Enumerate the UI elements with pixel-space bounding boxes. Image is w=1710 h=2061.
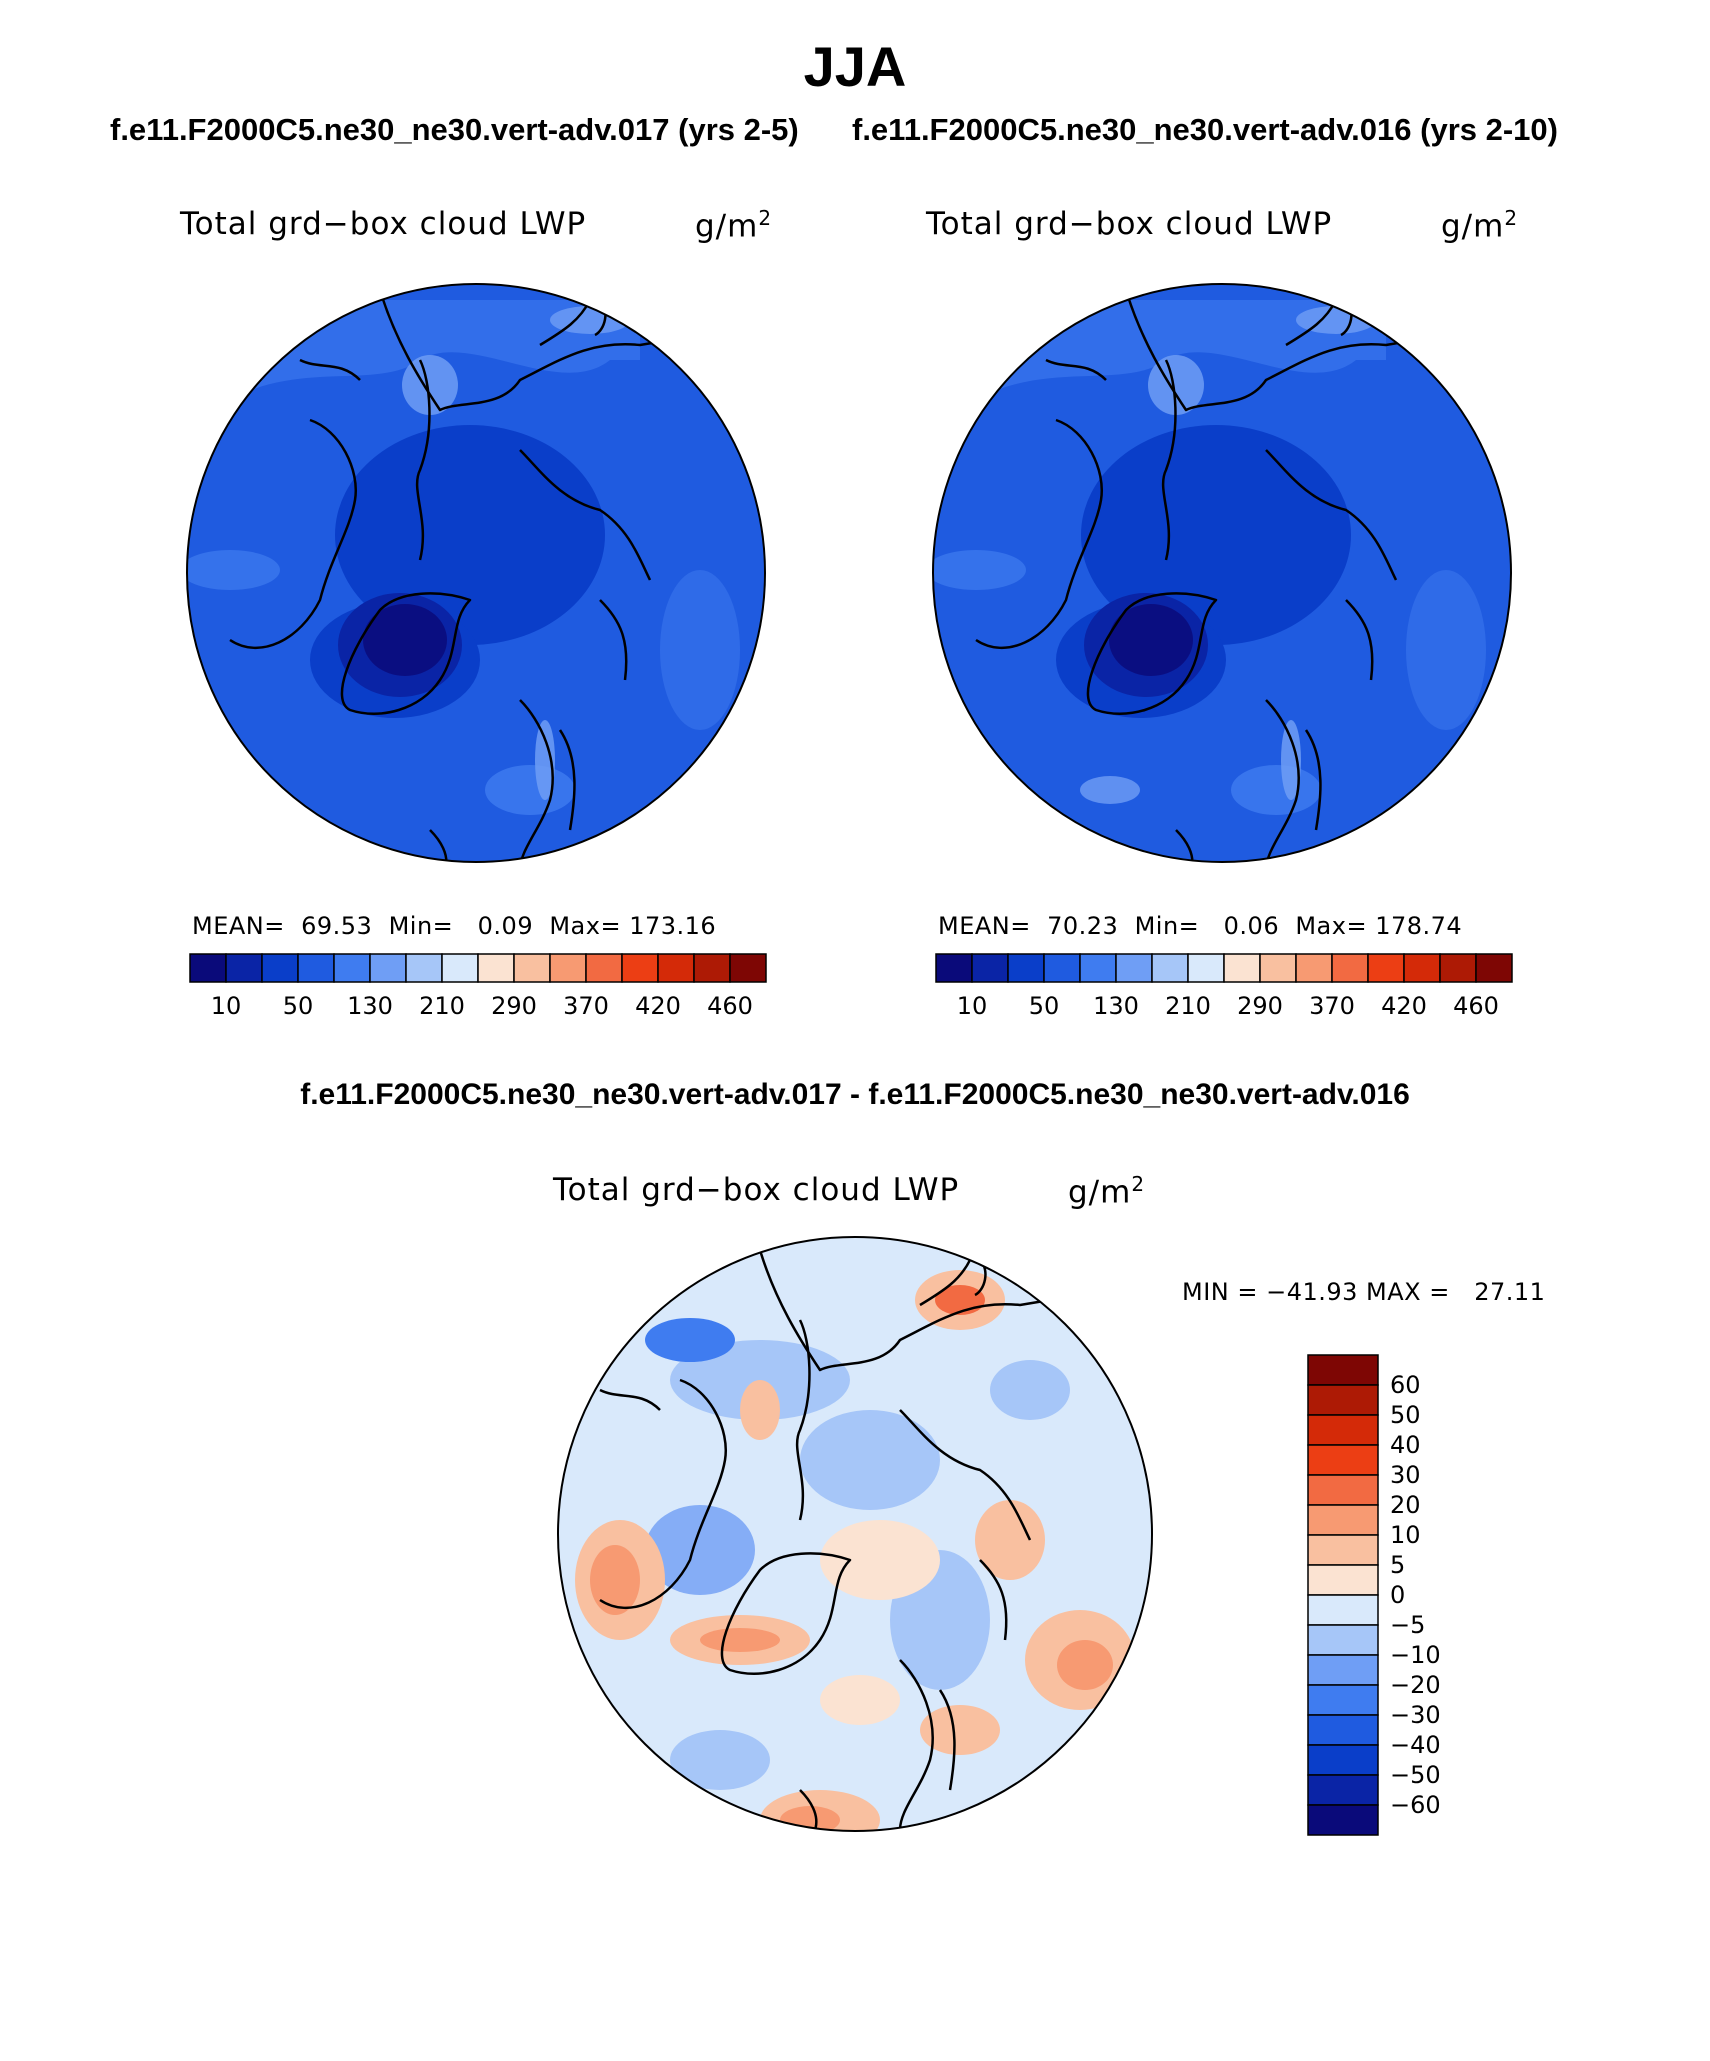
- colorbar-swatch: [971, 953, 1009, 983]
- colorbar-tick-label: 210: [1165, 992, 1211, 1020]
- colorbar-tick-label: 20: [1390, 1491, 1421, 1519]
- colorbar-swatch: [477, 953, 515, 983]
- colorbar-panel-b: [935, 953, 1513, 983]
- colorbar-panel-a: [189, 953, 767, 983]
- colorbar-tick-label: −5: [1390, 1611, 1426, 1639]
- colorbar-swatch: [225, 953, 263, 983]
- colorbar-swatch: [1307, 1474, 1379, 1506]
- colorbar-tick-label: 10: [956, 992, 988, 1020]
- colorbar-tick-label: 0: [1390, 1581, 1406, 1609]
- colorbar-swatch: [729, 953, 767, 983]
- colorbar-tick-label: 210: [419, 992, 465, 1020]
- panel-a-stats: MEAN= 69.53 Min= 0.09 Max= 173.16: [192, 912, 717, 940]
- colorbar-tick-label: −20: [1390, 1671, 1441, 1699]
- colorbar-swatch: [1295, 953, 1333, 983]
- colorbar-tick-label: 420: [1381, 992, 1427, 1020]
- colorbar-tick-label: 370: [563, 992, 609, 1020]
- colorbar-swatch: [333, 953, 371, 983]
- colorbar-tick-label: 30: [1390, 1461, 1421, 1489]
- colorbar-tick-label: 460: [1453, 992, 1499, 1020]
- colorbar-swatch: [513, 953, 551, 983]
- difference-title: f.e11.F2000C5.ne30_ne30.vert-adv.017 - f…: [300, 1078, 1410, 1111]
- panel-b-stats: MEAN= 70.23 Min= 0.06 Max= 178.74: [938, 912, 1463, 940]
- colorbar-tick-label: 130: [1093, 992, 1139, 1020]
- panel-diff-stats: MIN = −41.93 MAX = 27.11: [1182, 1278, 1546, 1306]
- colorbar-swatch: [1007, 953, 1045, 983]
- colorbar-swatch: [1439, 953, 1477, 983]
- colorbar-swatch: [1307, 1354, 1379, 1386]
- colorbar-tick-label: 10: [1390, 1521, 1421, 1549]
- colorbar-swatch: [1367, 953, 1405, 983]
- colorbar-swatch: [1259, 953, 1297, 983]
- colorbar-swatch: [369, 953, 407, 983]
- colorbar-swatch: [1475, 953, 1513, 983]
- panel-b-map: [933, 284, 1511, 862]
- colorbar-swatch: [189, 953, 227, 983]
- colorbar-swatch: [405, 953, 443, 983]
- colorbar-tick-label: 50: [282, 992, 314, 1020]
- colorbar-tick-label: 10: [210, 992, 242, 1020]
- colorbar-swatch: [441, 953, 479, 983]
- colorbar-swatch: [1307, 1564, 1379, 1596]
- panel-a-map: [187, 284, 765, 862]
- season-title: JJA: [803, 35, 907, 98]
- colorbar-swatch: [1223, 953, 1261, 983]
- colorbar-swatch: [1079, 953, 1117, 983]
- panel-diff-units: g/m2: [1068, 1172, 1146, 1211]
- panel-b-units: g/m2: [1441, 206, 1519, 245]
- colorbar-tick-label: −10: [1390, 1641, 1441, 1669]
- colorbar-swatch: [1307, 1714, 1379, 1746]
- colorbar-swatch: [1151, 953, 1189, 983]
- run-a-title: f.e11.F2000C5.ne30_ne30.vert-adv.017 (yr…: [110, 112, 799, 147]
- colorbar-swatch: [1307, 1534, 1379, 1566]
- colorbar-tick-label: 290: [491, 992, 537, 1020]
- colorbar-swatch: [1307, 1504, 1379, 1536]
- colorbar-tick-label: 40: [1390, 1431, 1421, 1459]
- colorbar-swatch: [1403, 953, 1441, 983]
- panel-a-units: g/m2: [695, 206, 773, 245]
- colorbar-swatch: [1307, 1804, 1379, 1836]
- colorbar-tick-label: 50: [1390, 1401, 1421, 1429]
- colorbar-tick-label: −40: [1390, 1731, 1441, 1759]
- panel-diff-title: Total grd−box cloud LWP: [553, 1172, 960, 1208]
- colorbar-tick-label: −60: [1390, 1791, 1441, 1819]
- colorbar-swatch: [1307, 1774, 1379, 1806]
- run-b-title: f.e11.F2000C5.ne30_ne30.vert-adv.016 (yr…: [852, 112, 1558, 147]
- colorbar-swatch: [1307, 1414, 1379, 1446]
- colorbar-swatch: [1307, 1384, 1379, 1416]
- colorbar-tick-label: 50: [1028, 992, 1060, 1020]
- colorbar-tick-label: −50: [1390, 1761, 1441, 1789]
- colorbar-swatch: [1307, 1444, 1379, 1476]
- colorbar-tick-label: −30: [1390, 1701, 1441, 1729]
- colorbar-tick-label: 460: [707, 992, 753, 1020]
- colorbar-swatch: [549, 953, 587, 983]
- colorbar-tick-label: 420: [635, 992, 681, 1020]
- colorbar-tick-label: 130: [347, 992, 393, 1020]
- colorbar-swatch: [1307, 1684, 1379, 1716]
- colorbar-swatch: [1307, 1654, 1379, 1686]
- colorbar-tick-label: 370: [1309, 992, 1355, 1020]
- colorbar-swatch: [693, 953, 731, 983]
- colorbar-swatch: [621, 953, 659, 983]
- colorbar-tick-label: 5: [1390, 1551, 1406, 1579]
- colorbar-swatch: [261, 953, 299, 983]
- colorbar-swatch: [1043, 953, 1081, 983]
- colorbar-swatch: [1307, 1624, 1379, 1656]
- colorbar-swatch: [585, 953, 623, 983]
- colorbar-swatch: [1115, 953, 1153, 983]
- colorbar-swatch: [657, 953, 695, 983]
- colorbar-diff: [1307, 1354, 1379, 1836]
- colorbar-swatch: [1307, 1744, 1379, 1776]
- panel-b-title: Total grd−box cloud LWP: [926, 206, 1333, 242]
- panel-a-title: Total grd−box cloud LWP: [180, 206, 587, 242]
- colorbar-tick-label: 290: [1237, 992, 1283, 1020]
- colorbar-swatch: [1187, 953, 1225, 983]
- colorbar-tick-label: 60: [1390, 1371, 1421, 1399]
- colorbar-swatch: [1307, 1594, 1379, 1626]
- colorbar-swatch: [1331, 953, 1369, 983]
- colorbar-swatch: [297, 953, 335, 983]
- colorbar-swatch: [935, 953, 973, 983]
- panel-diff-map: [558, 1237, 1152, 1831]
